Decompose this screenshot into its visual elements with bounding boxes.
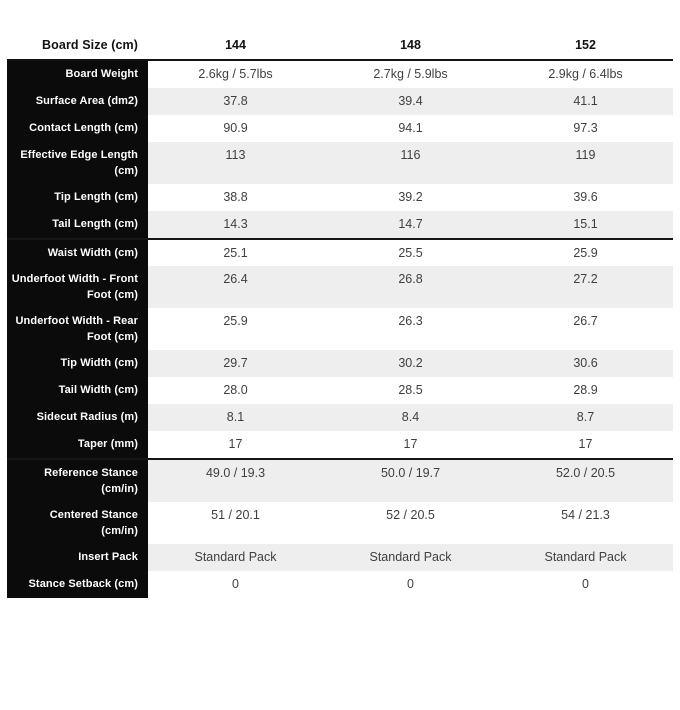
row-value: 15.1: [498, 211, 673, 238]
row-label: Waist Width (cm): [7, 240, 148, 266]
row-value: 8.1: [148, 404, 323, 431]
row-label: Surface Area (dm2): [7, 88, 148, 115]
row-value: 0: [232, 577, 239, 591]
row-value: 39.4: [323, 88, 498, 115]
row-label: Insert Pack: [7, 544, 148, 571]
table-header-row: Board Size (cm) 144 148 152: [7, 30, 673, 61]
row-value: 26.4: [148, 266, 323, 308]
row-value: 0: [407, 577, 414, 591]
row-value: 39.2: [398, 190, 423, 204]
row-label: Taper (mm): [7, 431, 148, 458]
row-value: 26.3: [398, 314, 423, 328]
row-value: 29.7: [148, 350, 323, 377]
row-value: 116: [323, 142, 498, 184]
row-label: Board Weight: [7, 61, 148, 88]
row-label: Contact Length (cm): [7, 115, 148, 142]
table-row-insert-pack: Insert Pack Standard Pack Standard Pack …: [7, 544, 673, 571]
row-value: 28.0: [223, 383, 248, 397]
row-value: 49.0 / 19.3: [148, 460, 323, 502]
row-value: 25.5: [398, 246, 423, 260]
row-value: 30.6: [498, 350, 673, 377]
header-size-152: 152: [575, 37, 596, 52]
row-value: 97.3: [573, 121, 598, 135]
row-value: 2.6kg / 5.7lbs: [198, 67, 273, 81]
row-value: 25.9: [223, 314, 248, 328]
row-value: 8.7: [498, 404, 673, 431]
table-row-waist-width: Waist Width (cm) 25.1 25.5 25.9: [7, 238, 673, 266]
row-label: Centered Stance (cm/in): [7, 502, 148, 544]
row-label: Effective Edge Length (cm): [7, 142, 148, 184]
row-value: 8.4: [323, 404, 498, 431]
row-value: 27.2: [498, 266, 673, 308]
row-value: Standard Pack: [498, 544, 673, 571]
table-row-tail-width: Tail Width (cm) 28.0 28.5 28.9: [7, 377, 673, 404]
row-value: 26.7: [573, 314, 598, 328]
row-value: 52 / 20.5: [386, 508, 435, 522]
board-spec-table: Board Size (cm) 144 148 152 Board Weight…: [7, 30, 673, 598]
table-row-contact-length: Contact Length (cm) 90.9 94.1 97.3: [7, 115, 673, 142]
row-value: 54 / 21.3: [561, 508, 610, 522]
row-value: 37.8: [148, 88, 323, 115]
table-row-surface-area: Surface Area (dm2) 37.8 39.4 41.1: [7, 88, 673, 115]
table-row-tail-length: Tail Length (cm) 14.3 14.7 15.1: [7, 211, 673, 238]
row-value: 25.9: [573, 246, 598, 260]
row-value: 17: [228, 437, 243, 451]
row-value: 14.7: [323, 211, 498, 238]
row-label: Tail Length (cm): [7, 211, 148, 238]
row-value: 51 / 20.1: [211, 508, 260, 522]
row-value: 26.8: [323, 266, 498, 308]
spec-page: Board Size (cm) 144 148 152 Board Weight…: [0, 30, 680, 710]
row-value: 50.0 / 19.7: [323, 460, 498, 502]
row-value: Standard Pack: [323, 544, 498, 571]
row-label: Stance Setback (cm): [7, 571, 148, 598]
row-label: Tail Width (cm): [7, 377, 148, 404]
row-label: Underfoot Width - Rear Foot (cm): [7, 308, 148, 350]
row-value: Standard Pack: [148, 544, 323, 571]
row-value: 41.1: [498, 88, 673, 115]
header-size-144: 144: [225, 37, 246, 52]
table-row-reference-stance: Reference Stance (cm/in) 49.0 / 19.3 50.…: [7, 458, 673, 502]
row-value: 113: [148, 142, 323, 184]
row-value: 2.9kg / 6.4lbs: [548, 67, 623, 81]
row-label: Tip Width (cm): [7, 350, 148, 377]
row-value: 39.6: [573, 190, 598, 204]
table-row-underfoot-width-rear: Underfoot Width - Rear Foot (cm) 25.9 26…: [7, 308, 673, 350]
table-row-centered-stance: Centered Stance (cm/in) 51 / 20.1 52 / 2…: [7, 502, 673, 544]
table-row-taper: Taper (mm) 17 17 17: [7, 431, 673, 458]
table-row-effective-edge-length: Effective Edge Length (cm) 113 116 119: [7, 142, 673, 184]
row-value: 52.0 / 20.5: [498, 460, 673, 502]
header-board-size-label: Board Size (cm): [42, 37, 138, 52]
table-row-tip-width: Tip Width (cm) 29.7 30.2 30.6: [7, 350, 673, 377]
row-label: Sidecut Radius (m): [7, 404, 148, 431]
row-value: 119: [498, 142, 673, 184]
table-row-tip-length: Tip Length (cm) 38.8 39.2 39.6: [7, 184, 673, 211]
row-value: 14.3: [148, 211, 323, 238]
header-size-148: 148: [400, 37, 421, 52]
row-value: 28.5: [398, 383, 423, 397]
row-value: 90.9: [223, 121, 248, 135]
row-label: Tip Length (cm): [7, 184, 148, 211]
row-value: 28.9: [573, 383, 598, 397]
table-row-sidecut-radius: Sidecut Radius (m) 8.1 8.4 8.7: [7, 404, 673, 431]
row-value: 17: [578, 437, 593, 451]
row-value: 30.2: [323, 350, 498, 377]
row-value: 38.8: [223, 190, 248, 204]
row-label: Reference Stance (cm/in): [7, 460, 148, 502]
row-value: 94.1: [398, 121, 423, 135]
table-row-stance-setback: Stance Setback (cm) 0 0 0: [7, 571, 673, 598]
row-value: 25.1: [223, 246, 248, 260]
row-value: 0: [582, 577, 589, 591]
table-row-underfoot-width-front: Underfoot Width - Front Foot (cm) 26.4 2…: [7, 266, 673, 308]
row-value: 2.7kg / 5.9lbs: [373, 67, 448, 81]
table-row-board-weight: Board Weight 2.6kg / 5.7lbs 2.7kg / 5.9l…: [7, 61, 673, 88]
row-label: Underfoot Width - Front Foot (cm): [7, 266, 148, 308]
row-value: 17: [403, 437, 418, 451]
